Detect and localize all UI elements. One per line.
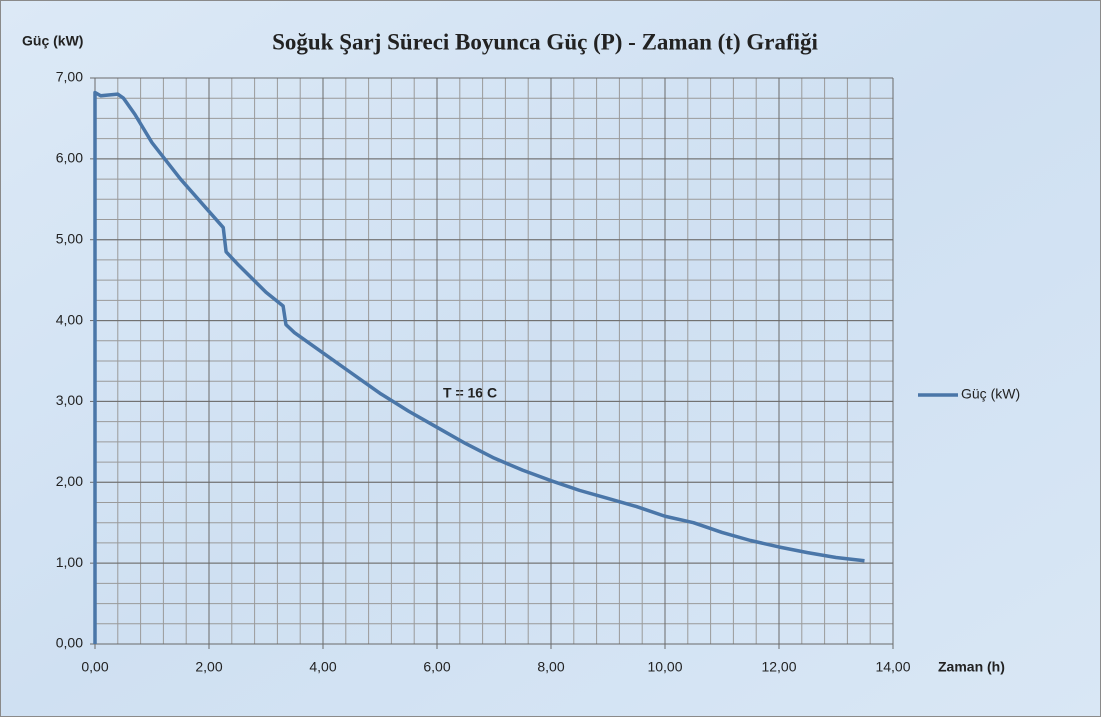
y-tick-label: 3,00 (56, 392, 83, 408)
y-tick-label: 5,00 (56, 230, 83, 246)
x-tick-label: 0,00 (81, 659, 108, 675)
legend-label: Güç (kW) (961, 386, 1020, 402)
data-line (93, 90, 865, 644)
y-tick-label: 6,00 (56, 150, 83, 166)
y-tick-label: 2,00 (56, 473, 83, 489)
x-tick-label: 6,00 (423, 659, 450, 675)
y-tick-label: 4,00 (56, 311, 83, 327)
y-axis-label: Güç (kW) (22, 33, 83, 49)
x-axis-label: Zaman (h) (938, 659, 1005, 675)
y-tick-label: 0,00 (56, 635, 83, 651)
x-tick-label: 12,00 (761, 659, 796, 675)
x-tick-label: 14,00 (875, 659, 910, 675)
x-tick-label: 10,00 (647, 659, 682, 675)
chart-title: Soğuk Şarj Süreci Boyunca Güç (P) - Zama… (272, 29, 818, 54)
annotation: T = 16 C (443, 385, 497, 401)
x-tick-label: 4,00 (309, 659, 336, 675)
y-tick-label: 7,00 (56, 69, 83, 85)
y-tick-label: 1,00 (56, 554, 83, 570)
x-tick-label: 8,00 (537, 659, 564, 675)
x-tick-label: 2,00 (195, 659, 222, 675)
